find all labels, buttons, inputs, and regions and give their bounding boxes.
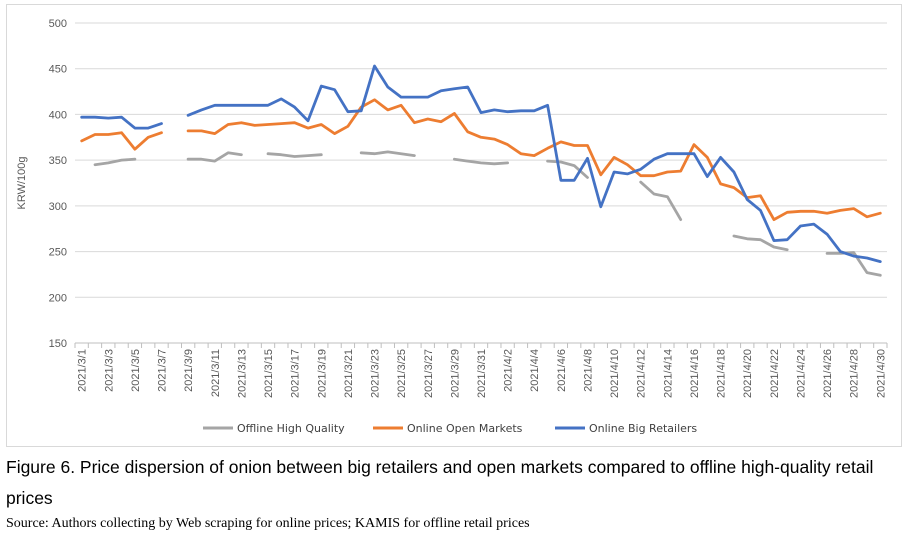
x-tick-label: 2021/3/9 — [183, 349, 195, 392]
series-line-0-segment-3 — [359, 150, 416, 158]
series-line-0-segment-7 — [732, 234, 789, 252]
series-line-0-segment-6 — [639, 180, 683, 222]
x-tick-label: 2021/3/25 — [396, 349, 408, 398]
series-line-0-segment-0 — [93, 157, 137, 167]
series-line-0-segment-8 — [825, 251, 882, 277]
y-tick-label: 400 — [49, 109, 67, 121]
series-line-0-segment-1 — [186, 151, 243, 163]
legend-label: Online Open Markets — [407, 422, 523, 435]
x-tick-label: 2021/4/6 — [556, 349, 568, 392]
x-tick-label: 2021/3/11 — [210, 349, 222, 397]
x-tick-label: 2021/3/5 — [130, 349, 142, 392]
x-tick-label: 2021/3/7 — [157, 349, 169, 392]
y-tick-label: 450 — [49, 64, 67, 76]
y-axis-label: KRW/100g — [16, 157, 28, 210]
x-tick-label: 2021/3/1 — [77, 349, 89, 392]
x-tick-label: 2021/3/13 — [236, 349, 248, 398]
x-tick-label: 2021/3/31 — [476, 349, 488, 398]
legend-label: Online Big Retailers — [589, 422, 697, 435]
x-tick-label: 2021/4/10 — [609, 349, 621, 398]
x-tick-label: 2021/3/15 — [263, 349, 275, 398]
x-tick-label: 2021/3/27 — [423, 349, 435, 398]
series-line-2-segment-0 — [80, 115, 163, 130]
x-tick-label: 2021/3/23 — [370, 349, 382, 398]
y-tick-label: 250 — [49, 247, 67, 259]
chart-frame: 150 200 250 300 350 400 450 500 2021/3/1 2021/3/3… — [6, 4, 902, 447]
x-tick-label: 2021/4/16 — [689, 349, 701, 398]
x-tick-label: 2021/4/14 — [662, 349, 674, 398]
x-tick-label: 2021/4/22 — [769, 349, 781, 398]
x-tick-label: 2021/3/17 — [290, 349, 302, 398]
legend-label: Offline High Quality — [237, 422, 345, 435]
y-tick-label: 500 — [49, 18, 67, 30]
x-tick-label: 2021/4/30 — [875, 349, 887, 398]
x-tick-label: 2021/4/4 — [529, 349, 541, 392]
y-tick-label: 300 — [49, 201, 67, 213]
x-tick-label: 2021/4/18 — [716, 349, 728, 398]
x-tick-label: 2021/4/12 — [636, 349, 648, 398]
figure-caption: Figure 6. Price dispersion of onion betw… — [6, 457, 874, 508]
x-tick-label: 2021/4/20 — [742, 349, 754, 398]
x-tick-label: 2021/4/2 — [503, 349, 515, 392]
x-tick-label: 2021/4/28 — [849, 349, 861, 398]
series-line-0-segment-2 — [266, 152, 323, 158]
figure-source: Source: Authors collecting by Web scrapi… — [6, 516, 530, 531]
x-tick-label: 2021/4/24 — [795, 349, 807, 398]
series-line-2-segment-1 — [186, 64, 882, 264]
y-tick-label: 350 — [49, 155, 67, 167]
series-line-0-segment-4 — [452, 157, 510, 166]
x-tick-label: 2021/4/8 — [582, 349, 594, 392]
y-tick-label: 200 — [49, 292, 67, 304]
x-tick-label: 2021/3/3 — [103, 349, 115, 392]
series-line-1-segment-1 — [186, 98, 882, 222]
x-tick-label: 2021/3/29 — [449, 349, 461, 398]
line-chart: 150 200 250 300 350 400 450 500 2021/3/1 2021/3/3… — [16, 18, 888, 435]
x-tick-label: 2021/3/19 — [316, 349, 328, 398]
y-tick-label: 150 — [49, 338, 67, 350]
x-tick-label: 2021/3/21 — [343, 349, 355, 398]
series-line-1-segment-0 — [80, 131, 163, 151]
x-tick-label: 2021/4/26 — [822, 349, 834, 398]
